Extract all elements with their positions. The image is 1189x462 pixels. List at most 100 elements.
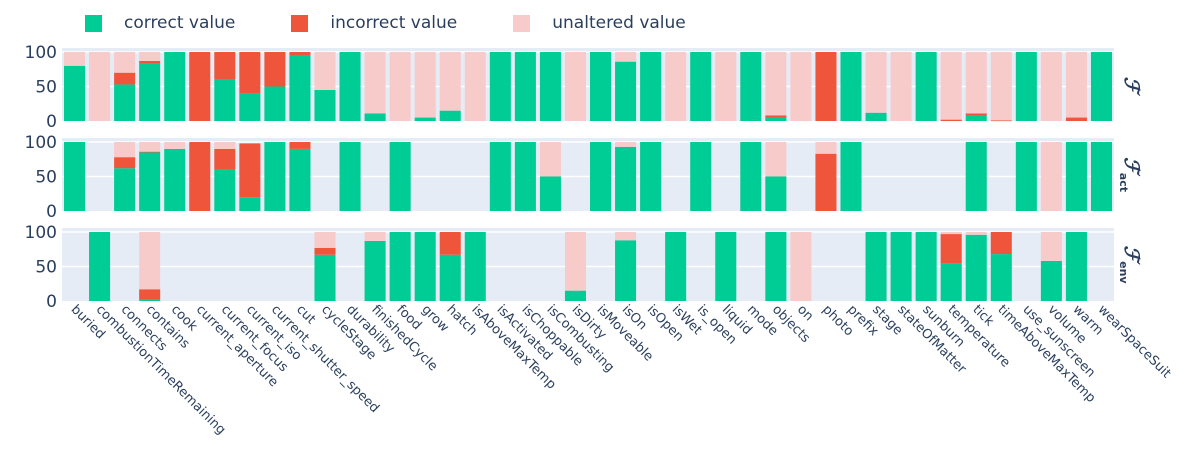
bar-unaltered bbox=[464, 52, 486, 121]
bar-correct bbox=[1015, 142, 1037, 211]
panel-f-act: 0 50 100 ℱact bbox=[25, 133, 1144, 222]
bar-unaltered bbox=[89, 52, 111, 121]
bar-correct bbox=[139, 299, 161, 301]
bar-correct bbox=[64, 142, 86, 211]
bar-correct bbox=[940, 263, 962, 301]
legend-item-incorrect[interactable]: incorrect value bbox=[291, 13, 457, 33]
bar-correct bbox=[364, 113, 386, 121]
bar-unaltered bbox=[615, 142, 637, 147]
panel-label-sub: act bbox=[1117, 173, 1130, 192]
bar-unaltered bbox=[439, 52, 461, 111]
bar-correct bbox=[214, 169, 236, 211]
bar-unaltered bbox=[765, 52, 787, 116]
bar-incorrect bbox=[139, 289, 161, 300]
bar-correct bbox=[765, 176, 787, 211]
bar-correct bbox=[139, 152, 161, 211]
y-tick-label: 100 bbox=[25, 133, 57, 153]
bar-incorrect bbox=[214, 52, 236, 80]
bar-correct bbox=[239, 197, 261, 211]
bar-unaltered bbox=[965, 232, 987, 235]
bar-correct bbox=[289, 55, 311, 122]
bar-correct bbox=[539, 176, 561, 211]
bar-correct bbox=[89, 232, 111, 301]
bar-unaltered bbox=[114, 52, 136, 73]
bar-correct bbox=[615, 146, 637, 211]
bar-unaltered bbox=[615, 232, 637, 241]
bar-unaltered bbox=[665, 52, 687, 121]
bar-incorrect bbox=[314, 247, 336, 255]
bar-unaltered bbox=[414, 52, 436, 118]
bar-correct bbox=[539, 52, 561, 121]
panel-label-sub: env bbox=[1117, 261, 1130, 284]
bar-unaltered bbox=[564, 52, 586, 121]
legend-swatch-unaltered bbox=[513, 14, 531, 32]
bar-incorrect bbox=[114, 157, 136, 169]
legend-label-unaltered: unaltered value bbox=[552, 13, 686, 33]
bar-correct bbox=[64, 65, 86, 121]
bar-correct bbox=[464, 232, 486, 301]
bar-incorrect bbox=[289, 142, 311, 149]
legend-label-correct: correct value bbox=[124, 13, 236, 33]
bar-unaltered bbox=[715, 52, 737, 121]
bar-unaltered bbox=[139, 142, 161, 152]
legend-item-unaltered[interactable]: unaltered value bbox=[513, 13, 686, 33]
bar-incorrect bbox=[214, 148, 236, 170]
bar-incorrect bbox=[289, 52, 311, 56]
bar-unaltered bbox=[114, 142, 136, 158]
y-tick-label: 0 bbox=[46, 292, 57, 312]
y-tick-label: 50 bbox=[35, 168, 57, 188]
bar-correct bbox=[414, 117, 436, 121]
bar-correct bbox=[765, 232, 787, 301]
bar-unaltered bbox=[139, 52, 161, 61]
y-tick-label: 100 bbox=[25, 43, 57, 63]
bar-correct bbox=[1065, 142, 1087, 211]
panel-label-main: ℱ bbox=[1120, 77, 1144, 97]
bar-correct bbox=[314, 89, 336, 121]
bar-correct bbox=[915, 52, 937, 121]
legend: correct value incorrect value unaltered … bbox=[85, 8, 742, 38]
bar-correct bbox=[439, 254, 461, 301]
bar-unaltered bbox=[389, 52, 411, 121]
panel-f: 0 50 100 ℱ bbox=[25, 43, 1144, 132]
bar-correct bbox=[915, 232, 937, 301]
legend-label-incorrect: incorrect value bbox=[330, 13, 458, 33]
bar-correct bbox=[640, 142, 662, 211]
panel-label: ℱ bbox=[1120, 77, 1144, 97]
x-tick-label: grow bbox=[418, 302, 451, 335]
bar-incorrect bbox=[239, 143, 261, 198]
bar-incorrect bbox=[1065, 117, 1087, 121]
panel-label: ℱenv bbox=[1117, 245, 1144, 284]
x-axis: buriedcombustionTimeRemainingconnectscon… bbox=[68, 302, 1174, 438]
bar-correct bbox=[1065, 232, 1087, 301]
bar-correct bbox=[489, 142, 511, 211]
bar-correct bbox=[389, 142, 411, 211]
legend-swatch-incorrect bbox=[291, 14, 309, 32]
bar-correct bbox=[640, 52, 662, 121]
bar-correct bbox=[840, 52, 862, 121]
x-tick-label: wearSpaceSuit bbox=[1095, 302, 1174, 381]
bar-unaltered bbox=[1040, 232, 1062, 261]
bar-correct bbox=[564, 290, 586, 301]
bar-incorrect bbox=[189, 52, 211, 121]
bar-incorrect bbox=[990, 120, 1012, 122]
bar-correct bbox=[665, 232, 687, 301]
panel-label-main: ℱ bbox=[1120, 245, 1144, 265]
bar-correct bbox=[314, 254, 336, 301]
bar-incorrect bbox=[189, 142, 211, 211]
bar-incorrect bbox=[815, 153, 837, 211]
bar-correct bbox=[514, 142, 536, 211]
bar-correct bbox=[990, 254, 1012, 301]
bar-correct bbox=[1015, 52, 1037, 121]
legend-item-correct[interactable]: correct value bbox=[85, 13, 235, 33]
bar-unaltered bbox=[539, 142, 561, 177]
bar-correct bbox=[339, 142, 361, 211]
bar-correct bbox=[439, 110, 461, 121]
bar-incorrect bbox=[114, 72, 136, 85]
bar-correct bbox=[114, 84, 136, 121]
bar-correct bbox=[590, 142, 612, 211]
bar-unaltered bbox=[1040, 52, 1062, 121]
bar-unaltered bbox=[615, 52, 637, 62]
bar-correct bbox=[965, 115, 987, 121]
bar-correct bbox=[965, 142, 987, 211]
